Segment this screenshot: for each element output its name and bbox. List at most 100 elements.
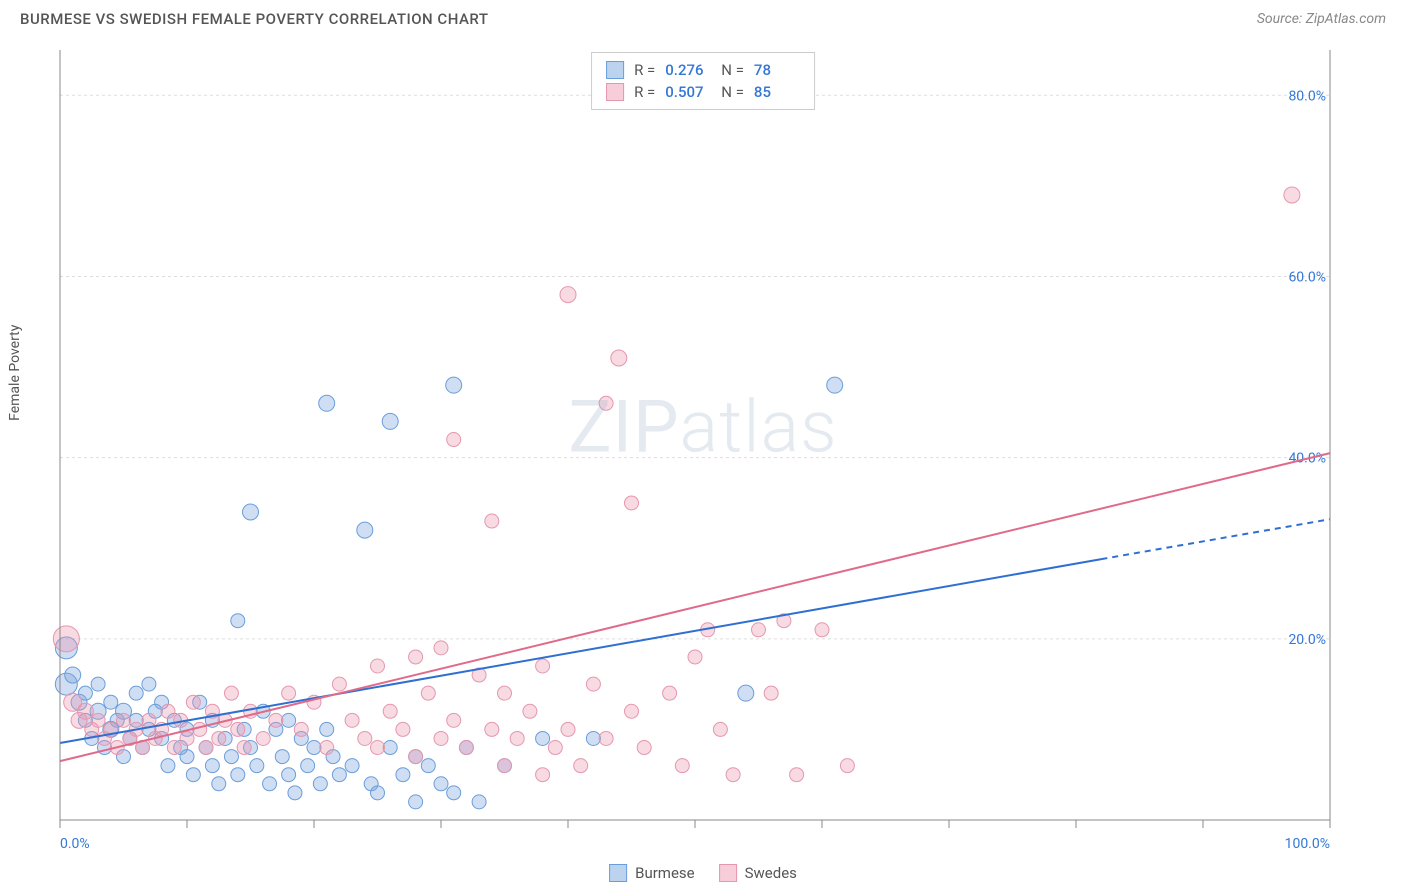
legend-item: Swedes: [719, 864, 797, 882]
data-point: [212, 731, 226, 745]
data-point: [186, 768, 200, 782]
data-point: [840, 759, 854, 773]
data-point: [332, 768, 346, 782]
data-point: [663, 686, 677, 700]
data-point: [447, 433, 461, 447]
data-point: [485, 514, 499, 528]
data-point: [447, 786, 461, 800]
data-point: [167, 741, 181, 755]
data-point: [536, 731, 550, 745]
data-point: [383, 704, 397, 718]
data-point: [224, 750, 238, 764]
data-point: [536, 659, 550, 673]
y-axis-label: Female Poverty: [7, 325, 23, 421]
data-point: [510, 731, 524, 745]
legend-swatch: [606, 83, 624, 101]
data-point: [637, 741, 651, 755]
data-point: [231, 722, 245, 736]
data-point: [77, 703, 93, 719]
data-point: [320, 722, 334, 736]
stat-r-label: R =: [634, 61, 655, 79]
data-point: [409, 750, 423, 764]
data-point: [459, 741, 473, 755]
chart-title: BURMESE VS SWEDISH FEMALE POVERTY CORREL…: [20, 10, 489, 28]
data-point: [675, 759, 689, 773]
data-point: [396, 722, 410, 736]
data-point: [212, 777, 226, 791]
data-point: [409, 795, 423, 809]
data-point: [827, 377, 843, 393]
data-point: [713, 722, 727, 736]
data-point: [205, 759, 219, 773]
data-point: [599, 731, 613, 745]
svg-text:80.0%: 80.0%: [1288, 88, 1326, 104]
data-point: [161, 704, 175, 718]
data-point: [574, 759, 588, 773]
data-point: [282, 713, 296, 727]
data-point: [319, 395, 335, 411]
data-point: [485, 722, 499, 736]
data-point: [1284, 187, 1300, 203]
data-point: [231, 614, 245, 628]
data-point: [250, 759, 264, 773]
data-point: [752, 623, 766, 637]
data-point: [142, 713, 156, 727]
legend-swatch: [606, 61, 624, 79]
data-point: [180, 750, 194, 764]
data-point: [536, 768, 550, 782]
data-point: [357, 522, 373, 538]
data-point: [320, 741, 334, 755]
data-point: [345, 713, 359, 727]
trend-line: [60, 453, 1330, 761]
data-point: [91, 677, 105, 691]
data-point: [472, 795, 486, 809]
data-point: [421, 759, 435, 773]
legend-label: Burmese: [635, 864, 695, 882]
data-point: [586, 677, 600, 691]
stats-legend: R =0.276N =78R =0.507N =85: [591, 52, 815, 110]
data-point: [498, 759, 512, 773]
data-point: [358, 731, 372, 745]
data-point: [434, 731, 448, 745]
data-point: [53, 626, 79, 652]
data-point: [237, 741, 251, 755]
data-point: [688, 650, 702, 664]
trend-line: [60, 559, 1101, 743]
data-point: [726, 768, 740, 782]
data-point: [161, 759, 175, 773]
legend-item: Burmese: [609, 864, 695, 882]
data-point: [599, 396, 613, 410]
legend-swatch: [719, 864, 737, 882]
data-point: [625, 704, 639, 718]
data-point: [790, 768, 804, 782]
stat-n-value: 85: [754, 83, 800, 101]
data-point: [332, 677, 346, 691]
scatter-chart: 20.0%40.0%60.0%80.0%0.0%100.0%: [20, 40, 1340, 860]
data-point: [307, 741, 321, 755]
data-point: [186, 695, 200, 709]
legend-swatch: [609, 864, 627, 882]
svg-text:100.0%: 100.0%: [1285, 836, 1330, 852]
data-point: [523, 704, 537, 718]
data-point: [275, 750, 289, 764]
data-point: [382, 413, 398, 429]
stat-n-label: N =: [721, 61, 744, 79]
data-point: [263, 777, 277, 791]
data-point: [231, 768, 245, 782]
data-point: [288, 786, 302, 800]
legend-label: Swedes: [745, 864, 797, 882]
data-point: [611, 350, 627, 366]
data-point: [446, 377, 462, 393]
trend-line-extrapolated: [1101, 519, 1330, 559]
svg-text:0.0%: 0.0%: [60, 836, 90, 852]
data-point: [409, 650, 423, 664]
data-point: [282, 768, 296, 782]
data-point: [313, 777, 327, 791]
data-point: [421, 686, 435, 700]
data-point: [815, 623, 829, 637]
data-point: [104, 695, 118, 709]
svg-text:20.0%: 20.0%: [1288, 632, 1326, 648]
data-point: [65, 667, 81, 683]
series-legend: Burmese Swedes: [609, 864, 797, 882]
data-point: [129, 686, 143, 700]
